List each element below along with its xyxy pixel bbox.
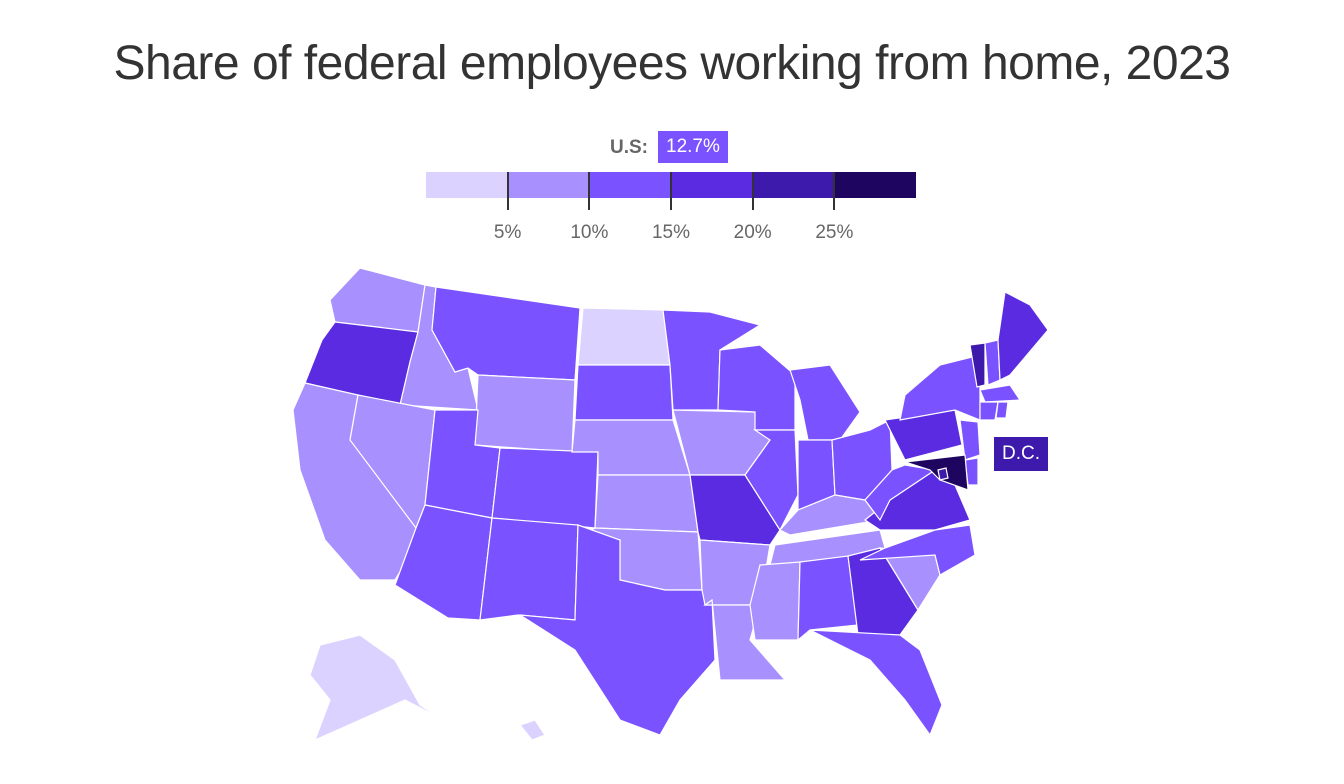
state-hi [518,719,546,741]
legend-bin-1 [507,172,590,198]
legend-bin-0 [426,172,509,198]
state-ny [899,354,981,421]
state-mt [431,286,581,381]
color-legend [426,172,917,210]
state-ak [309,634,441,742]
state-fl [809,629,943,737]
state-wa [329,267,426,333]
state-nj [959,419,981,461]
state-sd [574,364,674,421]
legend-tick [588,172,591,210]
state-wy [474,374,576,453]
legend-bin-4 [752,172,835,198]
legend-tick [751,172,754,210]
state-ga [847,547,919,636]
legend-tick-label: 10% [570,222,609,243]
us-average: U.S: 12.7% [0,131,1344,163]
state-nc [859,524,976,576]
state-nd [577,307,671,366]
state-mi [789,364,861,441]
state-ks [594,474,699,533]
legend-bin-3 [671,172,754,198]
us-average-label: U.S: [610,137,648,158]
state-me [997,291,1049,381]
legend-bin-5 [834,172,917,198]
state-pa [884,409,963,461]
legend-tick [670,172,672,210]
state-nm [479,517,579,621]
state-co [491,447,599,529]
legend-tick-label: 5% [493,222,522,243]
state-ct [979,401,999,421]
legend-tick [506,172,509,210]
legend-tick-label: 20% [733,222,772,243]
state-tx [519,524,716,736]
state-ms [749,561,801,641]
state-ma [979,384,1022,403]
state-al [797,555,859,642]
legend-tick-label: 15% [651,222,691,243]
state-dc [937,467,949,481]
chart-title: Share of federal employees working from … [113,37,1231,90]
state-ri [995,401,1009,419]
dc-callout-label: D.C. [994,437,1048,471]
state-md [904,454,969,491]
legend-bin-2 [589,172,672,198]
legend-tick-label: 25% [815,222,854,243]
us-average-badge: 12.7% [658,131,728,163]
state-vt [969,342,986,388]
legend-tick [833,172,836,210]
